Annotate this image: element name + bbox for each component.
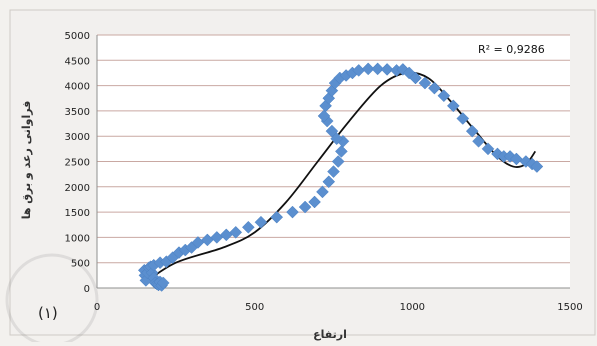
y-tick-label: 0 [84, 284, 90, 295]
y-tick-label: 1000 [65, 233, 90, 244]
data-point [286, 205, 299, 219]
y-tick-label: 2000 [65, 183, 90, 194]
data-point [380, 63, 394, 76]
data-point [317, 109, 331, 123]
data-point [331, 155, 345, 168]
y-axis-label: فراوانی رعد و برق ها [20, 101, 33, 220]
data-point [242, 220, 255, 234]
data-point [456, 112, 470, 125]
data-point [481, 142, 495, 156]
data-point [270, 210, 284, 224]
x-tick-label: 1000 [400, 302, 425, 313]
y-tick-label: 3000 [65, 132, 90, 143]
data-point [418, 76, 432, 90]
data-point [465, 124, 479, 138]
data-point [437, 89, 451, 103]
data-point [229, 225, 243, 239]
data-point [327, 165, 340, 178]
data-point [156, 276, 170, 290]
y-tick-label: 4500 [65, 56, 90, 67]
data-point [371, 62, 385, 76]
y-tick-label: 500 [71, 259, 90, 270]
x-tick-label: 1500 [557, 302, 582, 313]
x-axis-label: ارتفاع [313, 328, 347, 341]
data-point [316, 185, 329, 199]
data-point [409, 71, 422, 85]
x-tick-label: 0 [94, 302, 100, 313]
data-point [254, 215, 268, 229]
data-point [308, 195, 321, 209]
r-squared-annotation: R² = 0,9286 [478, 43, 545, 56]
data-point [325, 124, 339, 138]
y-tick-label: 3500 [65, 107, 90, 118]
data-point [322, 175, 336, 189]
data-point [530, 160, 544, 173]
y-tick-label: 2500 [65, 158, 90, 169]
y-tick-label: 1500 [65, 208, 90, 219]
panel-label: (۱) [38, 304, 58, 322]
data-point [472, 134, 485, 148]
data-point [319, 99, 332, 113]
data-point [428, 81, 441, 95]
data-point [446, 99, 460, 113]
x-tick-label: 500 [245, 302, 264, 313]
data-point [503, 150, 517, 163]
data-point [510, 152, 523, 166]
trend-line [143, 71, 537, 284]
data-point [335, 145, 348, 158]
y-tick-label: 4000 [65, 82, 90, 93]
data-point [361, 62, 375, 76]
y-tick-label: 5000 [65, 31, 90, 42]
data-point [298, 200, 312, 214]
